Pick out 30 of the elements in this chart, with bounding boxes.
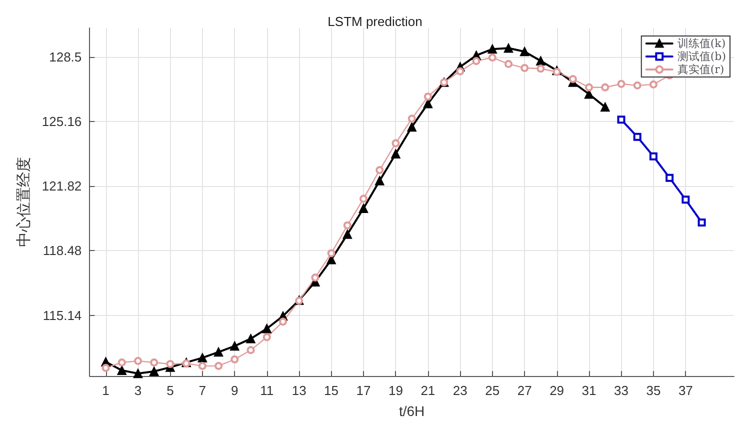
chart-title: LSTM prediction [328, 14, 422, 29]
x-tick-label: 19 [388, 383, 403, 398]
y-axis-title: 中心位置经度 [14, 157, 32, 247]
x-tick-label: 27 [517, 383, 532, 398]
x-tick-label: 37 [678, 383, 693, 398]
x-tick-label: 21 [420, 383, 436, 398]
x-tick-label: 7 [198, 383, 206, 398]
x-tick-label: 23 [452, 383, 468, 398]
x-tick-label: 11 [260, 383, 274, 398]
x-tick-label: 9 [231, 383, 238, 398]
y-tick-label: 118.48 [42, 243, 82, 258]
legend-label: 真实值(r) [677, 63, 724, 76]
x-axis-title: t/6H [398, 403, 425, 419]
y-tick-label: 121.82 [42, 178, 82, 194]
y-tick-label: 125.16 [42, 114, 82, 130]
legend-label: 训练值(k) [677, 37, 726, 50]
x-tick-label: 35 [646, 383, 661, 398]
x-tick-label: 33 [614, 383, 628, 398]
x-tick-label: 1 [102, 383, 110, 398]
y-tick-label: 115.14 [42, 308, 82, 323]
x-tick-label: 15 [324, 383, 339, 398]
x-tick-label: 3 [134, 383, 142, 398]
x-tick-label: 17 [356, 383, 371, 398]
x-tick-label: 13 [292, 383, 306, 398]
legend-label: 测试值(b) [677, 50, 726, 63]
x-tick-label: 5 [166, 383, 174, 398]
x-tick-label: 29 [550, 383, 564, 398]
y-tick-label: 128.5 [49, 50, 82, 64]
x-tick-label: 25 [485, 383, 500, 398]
x-tick-label: 31 [582, 383, 596, 398]
